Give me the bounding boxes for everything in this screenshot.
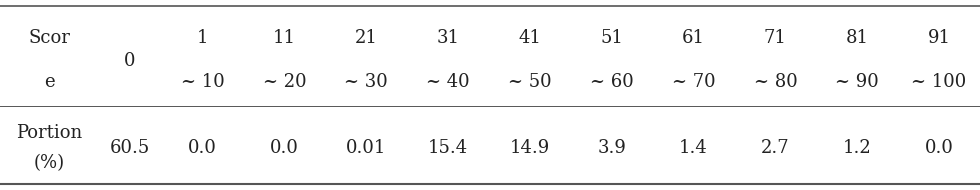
- Text: 0.0: 0.0: [188, 139, 217, 157]
- Text: ~ 30: ~ 30: [344, 73, 388, 91]
- Text: ~ 10: ~ 10: [180, 73, 224, 91]
- Text: e: e: [44, 73, 54, 91]
- Text: ~ 50: ~ 50: [508, 73, 552, 91]
- Text: ~ 70: ~ 70: [671, 73, 715, 91]
- Text: 61: 61: [682, 29, 705, 47]
- Text: 0.0: 0.0: [270, 139, 299, 157]
- Text: 2.7: 2.7: [761, 139, 790, 157]
- Text: 15.4: 15.4: [428, 139, 468, 157]
- Text: ~ 20: ~ 20: [263, 73, 307, 91]
- Text: 21: 21: [355, 29, 377, 47]
- Text: 11: 11: [273, 29, 296, 47]
- Text: 51: 51: [601, 29, 623, 47]
- Text: 91: 91: [928, 29, 951, 47]
- Text: 0.01: 0.01: [346, 139, 386, 157]
- Text: 14.9: 14.9: [510, 139, 550, 157]
- Text: ~ 90: ~ 90: [835, 73, 879, 91]
- Text: Portion: Portion: [16, 124, 82, 142]
- Text: ~ 100: ~ 100: [911, 73, 966, 91]
- Text: 60.5: 60.5: [110, 139, 150, 157]
- Text: (%): (%): [33, 154, 65, 172]
- Text: 1: 1: [197, 29, 209, 47]
- Text: 0: 0: [124, 52, 135, 70]
- Text: ~ 40: ~ 40: [426, 73, 470, 91]
- Text: ~ 60: ~ 60: [590, 73, 634, 91]
- Text: 3.9: 3.9: [598, 139, 626, 157]
- Text: ~ 80: ~ 80: [754, 73, 798, 91]
- Text: 71: 71: [764, 29, 787, 47]
- Text: Scor: Scor: [28, 29, 70, 47]
- Text: 1.4: 1.4: [679, 139, 708, 157]
- Text: 81: 81: [846, 29, 868, 47]
- Text: 41: 41: [518, 29, 541, 47]
- Text: 1.2: 1.2: [843, 139, 871, 157]
- Text: 0.0: 0.0: [925, 139, 954, 157]
- Text: 31: 31: [437, 29, 460, 47]
